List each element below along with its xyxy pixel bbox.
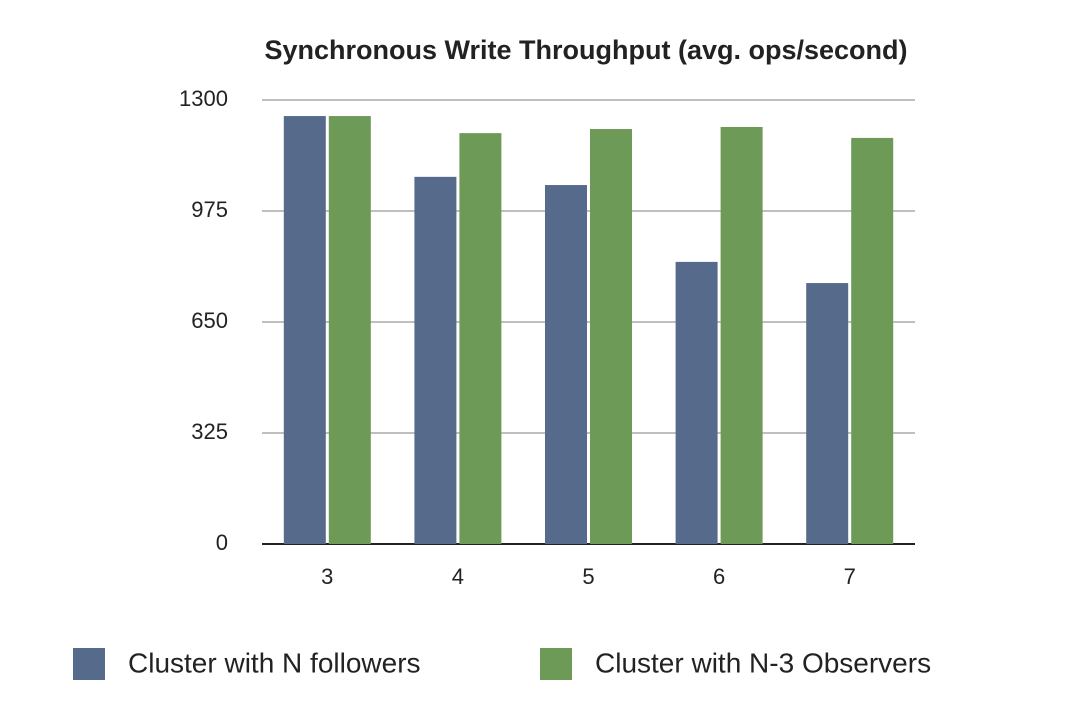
y-tick-label: 0 [216, 530, 228, 555]
y-tick-label: 650 [191, 308, 228, 333]
x-tick-label: 6 [713, 564, 725, 589]
x-tick-label: 4 [452, 564, 464, 589]
chart-title: Synchronous Write Throughput (avg. ops/s… [264, 35, 907, 65]
legend-text: Cluster with N-3 Observers [595, 647, 931, 678]
bar [806, 283, 849, 544]
bar [590, 129, 632, 544]
x-tick-label: 5 [582, 564, 594, 589]
y-tick-label: 1300 [179, 86, 228, 111]
bar [851, 137, 894, 544]
legend-swatch [540, 648, 572, 680]
bar [675, 261, 718, 544]
y-tick-label: 325 [191, 419, 228, 444]
bar [328, 116, 371, 544]
bar [459, 133, 502, 545]
bar [545, 185, 587, 544]
bar [720, 126, 763, 544]
legend-text: Cluster with N followers [128, 647, 421, 678]
y-tick-label: 975 [191, 197, 228, 222]
bar [414, 176, 457, 544]
legend-swatch [73, 648, 105, 680]
x-tick-label: 3 [321, 564, 333, 589]
x-tick-label: 7 [844, 564, 856, 589]
bar [283, 116, 326, 544]
